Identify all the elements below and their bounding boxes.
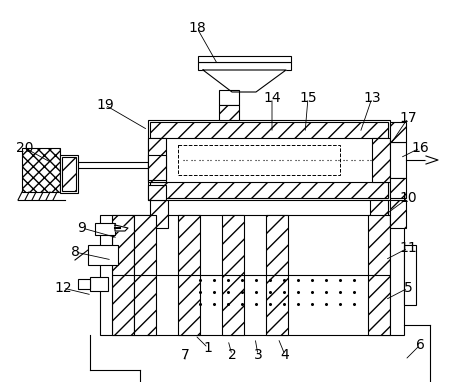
Polygon shape — [426, 156, 438, 164]
Bar — [372, 138, 390, 182]
Bar — [266, 215, 288, 335]
Text: 15: 15 — [299, 91, 317, 105]
Bar — [390, 215, 404, 335]
Bar — [390, 122, 406, 142]
Bar — [112, 215, 390, 335]
Bar — [150, 122, 388, 138]
Bar — [178, 215, 200, 335]
Bar — [148, 155, 166, 180]
Bar — [404, 245, 416, 305]
Text: 7: 7 — [181, 348, 190, 362]
Bar — [62, 157, 76, 191]
Bar — [60, 155, 78, 193]
Bar — [100, 215, 112, 335]
Bar — [148, 120, 390, 200]
Bar — [368, 215, 390, 335]
Text: 19: 19 — [96, 98, 114, 112]
Text: 11: 11 — [399, 241, 417, 255]
Bar — [22, 148, 60, 192]
Bar — [90, 277, 108, 291]
Text: 14: 14 — [263, 91, 281, 105]
Bar — [150, 182, 388, 198]
Text: 18: 18 — [188, 21, 206, 35]
Bar — [198, 56, 291, 62]
Text: 17: 17 — [399, 111, 417, 125]
Bar — [150, 200, 168, 228]
Bar — [370, 200, 388, 228]
Bar — [219, 90, 239, 105]
Bar — [178, 145, 340, 175]
Text: 3: 3 — [254, 348, 263, 362]
Bar — [222, 215, 244, 335]
Bar — [134, 215, 156, 335]
Bar — [219, 105, 239, 120]
Text: 10: 10 — [399, 191, 417, 205]
Text: 1: 1 — [203, 341, 213, 355]
Bar — [112, 215, 134, 335]
Text: 5: 5 — [403, 281, 412, 295]
Bar — [390, 142, 406, 178]
Bar — [198, 62, 291, 70]
Bar — [88, 245, 118, 265]
Text: 6: 6 — [415, 338, 425, 352]
Text: 20: 20 — [16, 141, 34, 155]
Bar — [148, 185, 166, 200]
Text: 4: 4 — [280, 348, 289, 362]
Text: 13: 13 — [363, 91, 381, 105]
Text: 16: 16 — [411, 141, 429, 155]
Polygon shape — [115, 225, 128, 231]
Bar — [95, 223, 115, 235]
Bar — [78, 279, 90, 289]
Text: 9: 9 — [78, 221, 86, 235]
Text: 12: 12 — [54, 281, 72, 295]
Polygon shape — [203, 70, 286, 92]
Bar — [390, 200, 406, 228]
Bar — [148, 138, 166, 182]
Bar — [390, 178, 406, 198]
Text: 2: 2 — [228, 348, 236, 362]
Text: 8: 8 — [71, 245, 79, 259]
